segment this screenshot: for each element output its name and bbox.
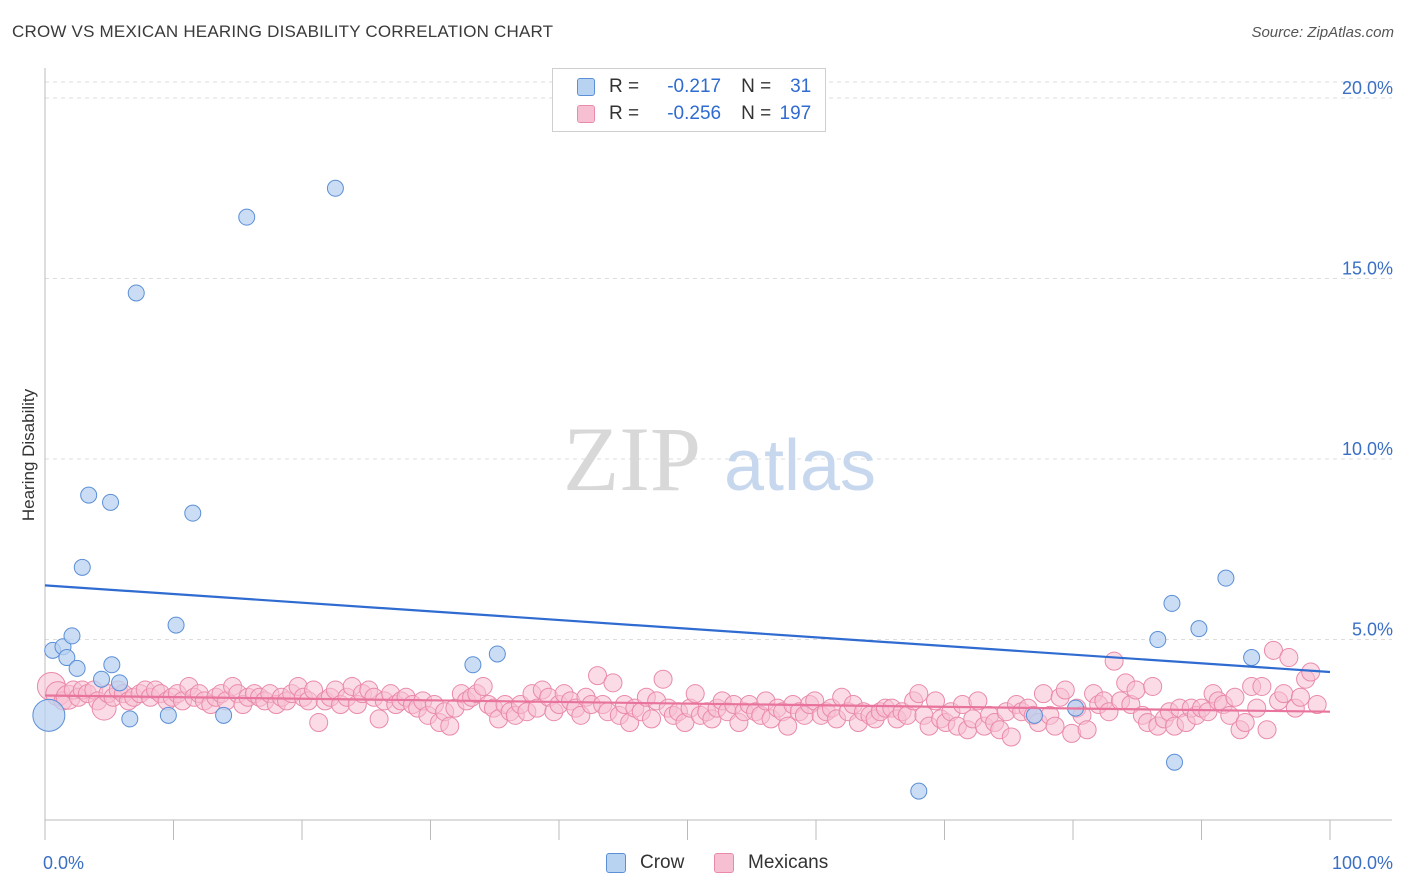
mexicans-point	[1257, 720, 1277, 740]
mexicans-point	[1045, 716, 1065, 736]
legend-r-value: -0.256	[667, 103, 722, 124]
crow-point	[488, 645, 506, 663]
mexicans-point	[685, 684, 705, 704]
gridlines	[45, 81, 1392, 641]
crow-point	[1163, 594, 1181, 612]
mexicans-point	[1001, 727, 1021, 747]
mexicans-point	[1235, 713, 1255, 733]
source-label: Source: ZipAtlas.com	[1251, 24, 1394, 41]
crow-point	[103, 656, 121, 674]
crow-point	[58, 649, 76, 667]
crow-point	[1217, 569, 1235, 587]
crow-point	[1243, 649, 1261, 667]
mexicans-point	[1274, 684, 1294, 704]
mexicans-point	[909, 684, 929, 704]
crow-trend-line	[44, 584, 1331, 674]
mexicans-point	[968, 691, 988, 711]
mexicans-point	[473, 676, 493, 696]
mexicans-point	[1126, 680, 1146, 700]
x-tick-label-min: 0.0%	[43, 853, 84, 873]
tick-labels: 5.0% 10.0% 15.0% 20.0% 0.0% 100.0%	[43, 78, 1393, 873]
y-tick-label: 20.0%	[1342, 78, 1393, 98]
legend-swatch-mexicans	[714, 853, 734, 873]
mexicans-point	[1104, 651, 1124, 671]
crow-point	[238, 208, 256, 226]
crow-point	[63, 627, 81, 645]
mexicans-point	[603, 673, 623, 693]
crow-point	[326, 179, 344, 197]
crow-point	[121, 710, 139, 728]
mexicans-point	[1062, 723, 1082, 743]
crow-point	[93, 670, 111, 688]
legend-r-label: R =	[609, 76, 640, 97]
crow-point	[1166, 753, 1184, 771]
trend-lines	[44, 584, 1331, 713]
legend-item-mexicans[interactable]: Mexicans	[714, 852, 828, 874]
y-tick-label: 10.0%	[1342, 439, 1393, 459]
series-legend: Crow Mexicans	[0, 852, 1406, 876]
mexicans-point	[1263, 640, 1283, 660]
legend-r-label: R =	[609, 103, 640, 124]
crow-point	[184, 504, 202, 522]
y-axis-title: Hearing Disability	[19, 388, 38, 521]
mexicans-point	[1307, 694, 1327, 714]
watermark: ZIP atlas	[563, 408, 876, 510]
crow-point	[159, 706, 177, 724]
mexicans-point	[642, 709, 662, 729]
crow-point	[215, 706, 233, 724]
crow-point	[32, 698, 66, 732]
mexicans-point	[1077, 720, 1097, 740]
legend-swatch-crow	[577, 78, 595, 96]
legend-row-mexicans: R = -0.256 N = 197	[577, 102, 811, 126]
x-tick-label-max: 100.0%	[1332, 853, 1393, 873]
crow-point	[1149, 631, 1167, 649]
legend-item-crow[interactable]: Crow	[606, 852, 684, 874]
watermark-zip: ZIP	[563, 408, 701, 510]
legend-n-value: 197	[779, 103, 812, 124]
mexicans-point	[1143, 676, 1163, 696]
mexicans-point	[1247, 698, 1267, 718]
mexicans-point	[440, 716, 460, 736]
mexicans-trend-line	[44, 694, 1331, 713]
mexicans-point	[1033, 684, 1053, 704]
mexicans-point	[1252, 676, 1272, 696]
legend-row-crow: R = -0.217 N = 31	[577, 75, 811, 99]
mexicans-point	[588, 666, 608, 686]
crow-point	[68, 659, 86, 677]
mexicans-point	[309, 713, 329, 733]
mexicans-point	[1290, 687, 1310, 707]
mexicans-point	[369, 709, 389, 729]
crow-point	[102, 493, 120, 511]
crow-point	[73, 558, 91, 576]
legend-n-value: 31	[790, 76, 812, 97]
mexicans-point	[926, 691, 946, 711]
mexicans-point	[1225, 687, 1245, 707]
legend-n-label: N =	[741, 76, 772, 97]
mexicans-points	[36, 640, 1327, 747]
mexicans-point	[1055, 680, 1075, 700]
mexicans-point	[778, 716, 798, 736]
crow-point	[1190, 620, 1208, 638]
chart-title: CROW VS MEXICAN HEARING DISABILITY CORRE…	[12, 22, 554, 41]
legend-swatch-crow	[606, 853, 626, 873]
crow-point	[1025, 706, 1043, 724]
y-tick-label: 15.0%	[1342, 259, 1393, 279]
y-tick-label: 5.0%	[1352, 620, 1393, 640]
watermark-atlas: atlas	[724, 426, 876, 506]
crow-point	[111, 674, 129, 692]
legend-r-value: -0.217	[667, 76, 722, 97]
crow-point	[80, 486, 98, 504]
crow-point	[464, 656, 482, 674]
legend-n-label: N =	[741, 103, 772, 124]
stats-legend: R = -0.217 N = 31 R = -0.256 N = 197	[552, 68, 826, 132]
crow-point	[910, 782, 928, 800]
mexicans-point	[653, 669, 673, 689]
crow-point	[127, 284, 145, 302]
legend-swatch-mexicans	[577, 105, 595, 123]
crow-point	[167, 616, 185, 634]
mexicans-point	[1279, 648, 1299, 668]
legend-label-mexicans: Mexicans	[748, 852, 829, 873]
legend-label-crow: Crow	[640, 852, 685, 873]
